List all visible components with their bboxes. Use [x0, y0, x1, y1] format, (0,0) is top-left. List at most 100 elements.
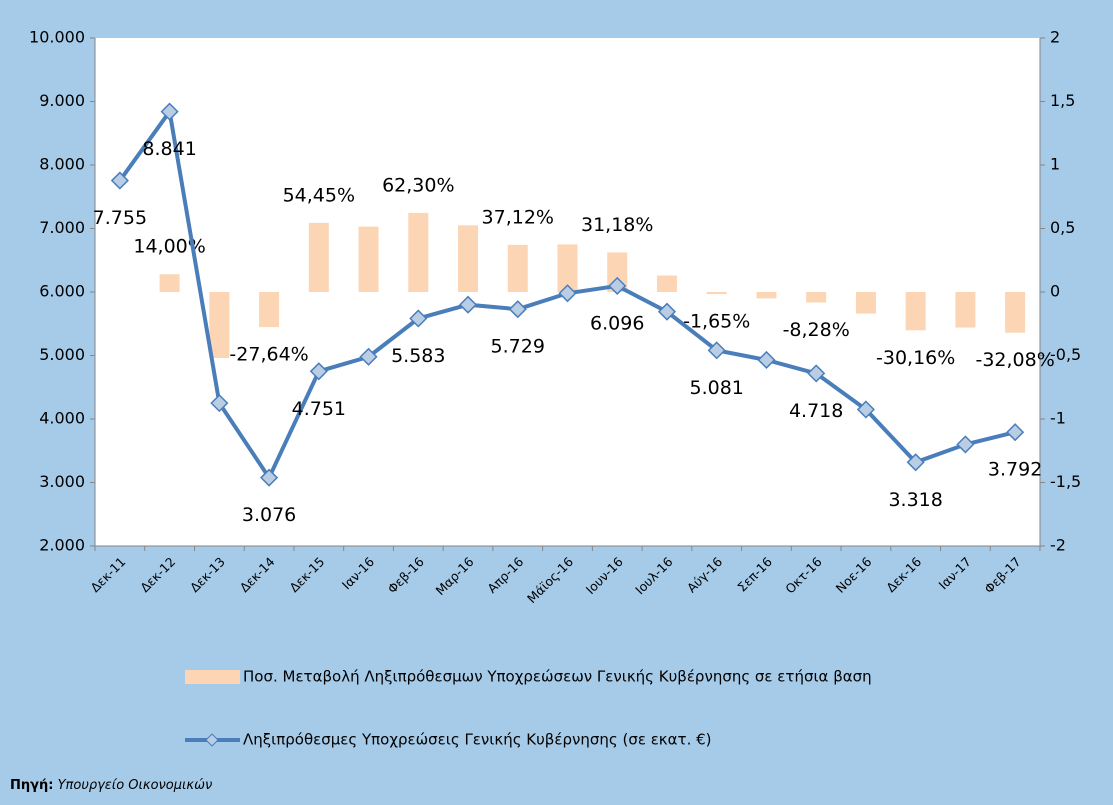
marker	[508, 300, 527, 319]
y-tick-label: 3.000	[39, 472, 85, 491]
x-tick-label: Δεκ-14	[237, 554, 278, 595]
line-label: 6.096	[590, 312, 644, 334]
x-tick-label: Δεκ-16	[883, 554, 924, 595]
x-tick-label: Ιαν-16	[339, 554, 377, 592]
y2-tick-label: 0,5	[1050, 218, 1075, 237]
y-tick-label: 9.000	[39, 91, 85, 110]
bar	[557, 244, 578, 292]
marker	[757, 350, 776, 370]
bar-label: 31,18%	[581, 214, 653, 236]
bar	[209, 292, 230, 359]
y2-tick-label: 2	[1050, 28, 1060, 47]
y2-tick-label: 0	[1050, 282, 1060, 301]
line-label: 4.718	[789, 400, 843, 422]
x-tick-label: Μάϊος-16	[524, 554, 576, 606]
bar	[159, 274, 180, 292]
bar-label: 62,30%	[382, 174, 454, 196]
line-label: 8.841	[142, 138, 196, 160]
y-tick-label: 4.000	[39, 409, 85, 428]
source-label: Πηγή:	[10, 778, 53, 793]
x-tick-label: Φεβ-17	[981, 554, 1023, 596]
x-tick-label: Δεκ-15	[286, 554, 327, 595]
x-tick-label: Απρ-16	[484, 554, 526, 596]
bar	[408, 212, 429, 292]
marker	[807, 364, 826, 383]
x-tick-label: Ιουν-16	[583, 554, 626, 597]
bar-label: -32,08%	[975, 349, 1054, 371]
bar	[507, 244, 528, 292]
y2-tick-label: -1	[1050, 409, 1066, 428]
legend-label: Ποσ. Μεταβολή Ληξιπρόθεσμων Υποχρεώσεων …	[243, 668, 872, 686]
marker	[110, 171, 129, 190]
bar-label: -30,16%	[876, 347, 955, 369]
bar	[458, 225, 479, 292]
bar	[955, 292, 976, 328]
line-label: 5.729	[491, 336, 545, 358]
bar	[358, 226, 379, 292]
x-tick-label: Νοε-16	[833, 554, 875, 596]
y2-tick-label: 1	[1050, 155, 1060, 174]
y2-tick-label: -0,5	[1050, 345, 1081, 364]
marker	[906, 453, 925, 472]
y2-tick-label: 1,5	[1050, 91, 1075, 110]
bar	[806, 292, 827, 303]
legend-swatch	[185, 670, 240, 684]
bar	[1005, 292, 1026, 333]
bar	[756, 292, 777, 299]
bar	[905, 292, 926, 331]
marker	[558, 284, 577, 303]
x-tick-label: Φεβ-16	[384, 554, 426, 596]
bar-label: -27,64%	[229, 344, 308, 366]
bar	[308, 222, 329, 292]
bar-label: -8,28%	[783, 319, 850, 341]
line-label: 3.792	[988, 459, 1042, 481]
y-tick-label: 7.000	[39, 218, 85, 237]
marker	[608, 276, 627, 295]
marker	[458, 295, 478, 314]
bar-label: 54,45%	[283, 184, 355, 206]
line-label: 7.755	[93, 207, 147, 229]
x-tick-label: Οκτ-16	[782, 554, 825, 597]
x-tick-label: Ιουλ-16	[632, 554, 675, 597]
marker	[956, 435, 975, 454]
bar	[259, 292, 280, 328]
bar	[706, 292, 727, 295]
bar-label: 37,12%	[482, 206, 554, 228]
marker	[409, 309, 428, 328]
bar	[855, 292, 876, 314]
x-tick-label: Μαρ-16	[433, 554, 477, 598]
y-tick-label: 10.000	[29, 28, 85, 47]
marker	[309, 362, 328, 381]
marker	[657, 302, 677, 321]
marker	[707, 341, 726, 360]
y-tick-label: 8.000	[39, 155, 85, 174]
x-tick-label: Δεκ-12	[137, 554, 178, 595]
marker	[160, 102, 179, 121]
y-tick-label: 6.000	[39, 282, 85, 301]
x-tick-label: Αύγ-16	[684, 554, 725, 595]
y2-tick-label: -2	[1050, 536, 1066, 555]
line-label: 5.081	[690, 377, 744, 399]
source-text: Υπουργείο Οικονομικών	[58, 778, 213, 793]
line-label: 4.751	[292, 398, 346, 420]
legend-marker	[205, 733, 219, 747]
marker	[1006, 423, 1025, 442]
y-tick-label: 2.000	[39, 536, 85, 555]
legend-label: Ληξιπρόθεσμες Υποχρεώσεις Γενικής Κυβέρν…	[243, 731, 712, 749]
line-label: 3.076	[242, 504, 296, 526]
marker	[210, 394, 229, 413]
marker	[359, 347, 378, 366]
marker	[260, 468, 279, 487]
line-label: 3.318	[888, 489, 942, 511]
source: Πηγή: Υπουργείο Οικονομικών	[10, 778, 212, 793]
bar	[656, 275, 677, 292]
marker	[856, 400, 875, 419]
bar-label: 14,00%	[133, 236, 205, 258]
line-label: 5.583	[391, 345, 445, 367]
x-tick-label: Ιαν-17	[936, 554, 974, 592]
x-tick-label: Σεπ-16	[734, 554, 775, 595]
x-tick-label: Δεκ-13	[187, 554, 228, 595]
y2-tick-label: -1,5	[1050, 472, 1081, 491]
y-tick-label: 5.000	[39, 345, 85, 364]
